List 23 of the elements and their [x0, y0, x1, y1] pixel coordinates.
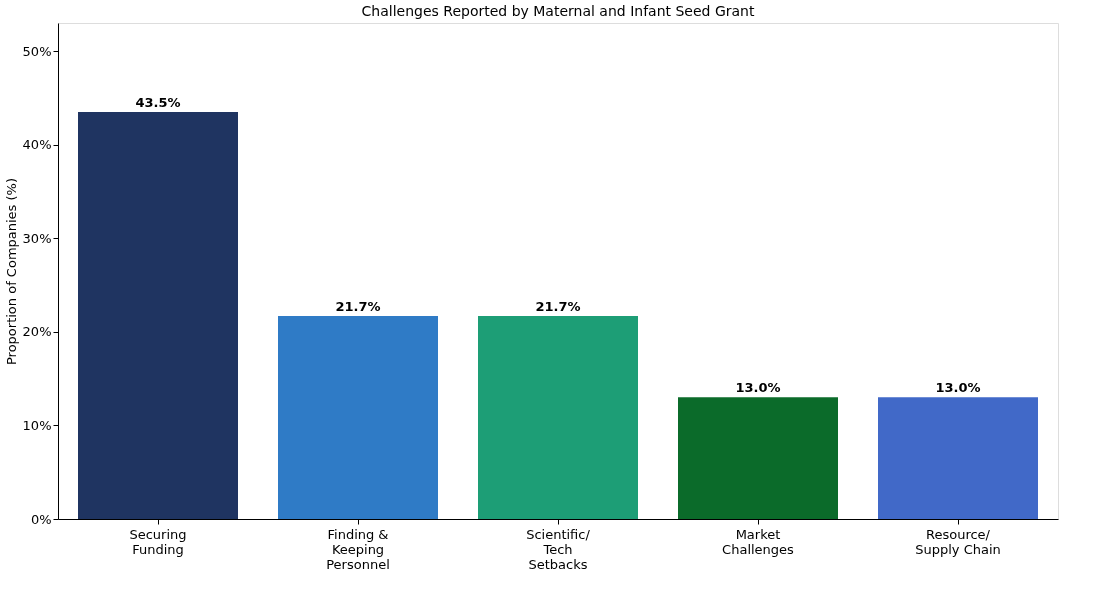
y-tick-label: 0%: [30, 511, 52, 527]
x-tick-label: Market Challenges: [722, 526, 795, 557]
x-tick-label: Securing Funding: [129, 526, 187, 557]
data-label: 13.0%: [935, 380, 981, 396]
x-tick-label: Finding & Keeping Personnel: [326, 526, 390, 572]
bar: [78, 111, 238, 519]
y-tick-label: 10%: [22, 417, 52, 433]
y-axis-title: Proportion of Companies (%): [3, 177, 19, 366]
bar: [878, 397, 1038, 519]
y-tick-label: 30%: [22, 230, 52, 246]
bar: [678, 397, 838, 519]
x-tick-label: Resource/ Supply Chain: [915, 526, 1001, 557]
y-tick-label: 40%: [22, 137, 52, 153]
x-tick-label: Scientific/ Tech Setbacks: [526, 526, 591, 572]
y-tick-label: 50%: [22, 43, 52, 59]
chart-title: Challenges Reported by Maternal and Infant Seed Grant: [361, 3, 755, 19]
data-label: 21.7%: [335, 298, 381, 314]
data-label: 43.5%: [135, 94, 181, 110]
data-label: 13.0%: [735, 380, 781, 396]
bar: [278, 315, 438, 519]
bar: [478, 315, 638, 519]
data-label: 21.7%: [535, 298, 581, 314]
y-tick-label: 20%: [22, 324, 52, 340]
